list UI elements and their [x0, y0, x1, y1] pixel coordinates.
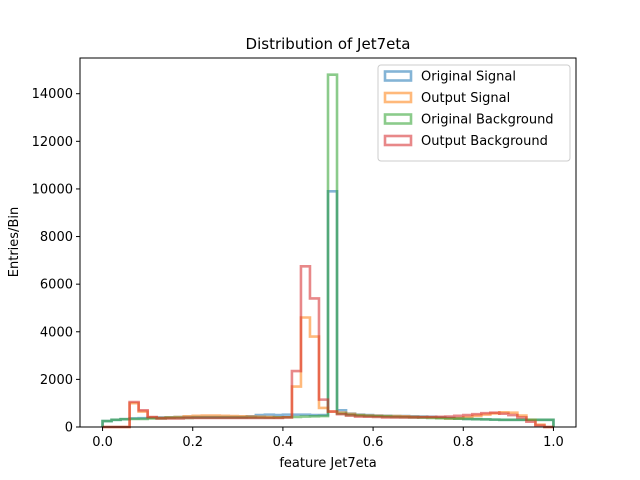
y-tick-label: 12000 — [32, 135, 73, 150]
legend-box — [377, 64, 571, 162]
x-tick-label: 0.8 — [453, 435, 474, 450]
x-axis-label: feature Jet7eta — [279, 456, 376, 471]
y-tick-label: 8000 — [40, 230, 73, 245]
x-axis: 0.0 0.2 0.4 0.6 0.8 1.0 — [92, 427, 564, 450]
x-tick-label: 0.4 — [273, 435, 294, 450]
y-tick-label: 6000 — [40, 278, 73, 293]
legend-label: Original Background — [421, 113, 554, 128]
y-tick-label: 14000 — [32, 87, 73, 102]
y-tick-label: 10000 — [32, 182, 73, 197]
series-step-line-4 — [102, 265, 554, 429]
legend-label: Original Signal — [421, 70, 516, 85]
y-axis-label: Entries/Bin — [7, 207, 22, 277]
y-tick-label: 4000 — [40, 325, 73, 340]
chart-title: Distribution of Jet7eta — [246, 35, 411, 53]
plot-frame — [79, 57, 577, 428]
legend-swatch — [383, 91, 413, 104]
legend-label: Output Signal — [421, 91, 510, 106]
legend-swatch — [383, 134, 413, 147]
legend: Original Signal Output Signal Original Bac… — [377, 64, 571, 162]
x-tick-label: 0.2 — [182, 435, 203, 450]
y-tick-label: 2000 — [40, 373, 73, 388]
x-tick-label: 0.0 — [92, 435, 113, 450]
legend-swatch — [383, 70, 413, 82]
y-axis: 0 2000 4000 6000 8000 10000 12000 14000 — [32, 87, 80, 436]
y-tick-label: 0 — [65, 421, 73, 436]
x-tick-label: 0.6 — [363, 435, 384, 450]
legend-swatch — [383, 113, 413, 125]
x-tick-label: 1.0 — [543, 435, 564, 450]
series-layer — [101, 73, 555, 429]
legend-label: Output Background — [421, 134, 548, 149]
